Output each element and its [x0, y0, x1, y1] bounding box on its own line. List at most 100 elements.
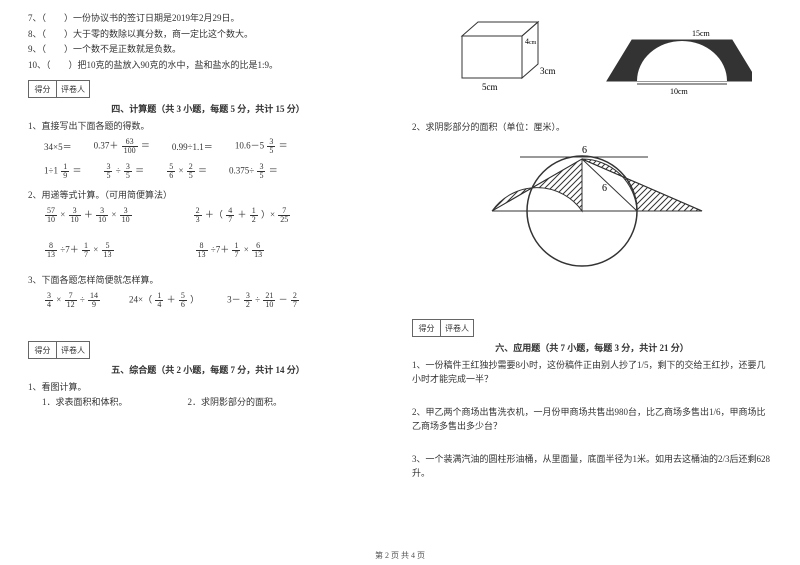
section6-title: 六、应用题（共 7 小题，每题 3 分，共计 21 分）: [412, 341, 772, 354]
cuboid-w: 5cm: [482, 82, 498, 92]
d: 5: [104, 172, 112, 180]
exam-page: 7、（ ）一份协议书的签订日期是2019年2月29日。 8、（ ）大于零的数除以…: [0, 0, 800, 487]
expr-1d: 10.6－5 35 ＝: [235, 138, 288, 155]
d: 13: [252, 251, 264, 259]
d: 4: [45, 301, 53, 309]
s5-q1a: 1．求表面积和体积。: [42, 395, 128, 408]
s5-q1: 1、看图计算。: [28, 380, 388, 393]
eq: ＝: [198, 166, 207, 176]
expr-1c: 0.99÷1.1＝: [172, 140, 213, 153]
s4-q2: 2、用递等式计算。（可用简便算法）: [28, 188, 388, 201]
t: 1÷1: [44, 166, 58, 176]
circle-top-label: 6: [582, 145, 587, 156]
op: ÷: [116, 166, 121, 176]
d: 2: [250, 216, 258, 224]
d: 5: [124, 172, 132, 180]
op: ×: [93, 245, 98, 255]
d: 7: [82, 251, 90, 259]
op: ＋: [237, 210, 246, 220]
tf-q10: 10、（ ）把10克的盐放入90克的水中，盐和盐水的比是1:9。: [28, 59, 388, 72]
d: 13: [196, 251, 208, 259]
expr-1a: 34×5＝: [44, 140, 72, 153]
score-label: 得分: [29, 81, 57, 97]
d: 13: [102, 251, 114, 259]
trapezoid-figure: 15cm 10cm: [602, 26, 752, 96]
circle-radius-label: 6: [602, 183, 607, 194]
tf-q9: 9、（ ）一个数不是正数就是负数。: [28, 43, 388, 56]
expr-5c: 3－ 32 ÷ 2110 － 27: [227, 292, 300, 309]
t: 3－: [227, 295, 241, 305]
expr-5a: 34 × 712 ÷ 149: [44, 292, 101, 309]
grader-label: 评卷人: [57, 81, 89, 97]
eq: ＝: [72, 166, 81, 176]
calc-row-5: 34 × 712 ÷ 149 24×（ 14 ＋ 56 ） 3－ 32 ÷ 21…: [44, 292, 388, 309]
s4-q1: 1、直接写出下面各题的得数。: [28, 119, 388, 132]
calc-row-2: 1÷1 19 ＝ 35 ÷ 35 ＝ 56 × 25 ＝ 0.375÷ 35 ＝: [44, 163, 388, 180]
score-box-4: 得分 评卷人: [28, 80, 90, 98]
expr-3a: 5710 × 310 ＋ 310 × 310: [44, 207, 133, 224]
cuboid-h: 4cm: [525, 37, 537, 46]
score-label: 得分: [413, 320, 441, 336]
d: 5: [267, 147, 275, 155]
op: ×: [60, 210, 65, 220]
d: 7: [232, 251, 240, 259]
score-box-6: 得分 评卷人: [412, 319, 474, 337]
s6-q2: 2、甲乙两个商场出售洗衣机，一月份甲商场共售出980台，比乙商场多售出1/6，甲…: [412, 405, 772, 434]
op: ×: [244, 245, 249, 255]
trap-top: 15cm: [692, 29, 711, 38]
op: ×: [178, 166, 183, 176]
d: 13: [45, 251, 57, 259]
d: 5: [187, 172, 195, 180]
expr-4a: 813 ÷7＋ 17 × 513: [44, 242, 115, 259]
left-column: 7、（ ）一份协议书的签订日期是2019年2月29日。 8、（ ）大于零的数除以…: [28, 12, 388, 483]
d: 10: [45, 216, 57, 224]
d: 10: [263, 301, 275, 309]
d: 100: [122, 147, 138, 155]
score-label: 得分: [29, 342, 57, 358]
s4-q3: 3、下面各题怎样简便就怎样算。: [28, 273, 388, 286]
expr-1b: 0.37＋ 63100 ＝: [94, 138, 150, 155]
d: 4: [155, 301, 163, 309]
s6-q1: 1、一份稿件王红独抄需要8小时，这份稿件正由别人抄了1/5，剩下的交给王红抄，还…: [412, 358, 772, 387]
d: 6: [167, 172, 175, 180]
s5-q2: 2、求阴影部分的面积（单位：厘米）。: [412, 120, 772, 133]
op: ×: [111, 210, 116, 220]
d: 10: [120, 216, 132, 224]
t: ）: [190, 295, 199, 305]
expr-2c: 56 × 25 ＝: [166, 163, 207, 180]
right-column: 5cm 3cm 4cm 15cm 10cm 2、求阴影部分的面积（单位：厘米）。: [412, 12, 772, 483]
figure-row: 5cm 3cm 4cm 15cm 10cm: [412, 12, 772, 98]
expr-5b: 24×（ 14 ＋ 56 ）: [129, 292, 199, 309]
op: ＋: [84, 210, 93, 220]
t: 24×（: [129, 295, 152, 305]
op: －: [279, 295, 288, 305]
op: ÷7＋: [211, 245, 229, 255]
d: 10: [69, 216, 81, 224]
s6-q3: 3、一个装满汽油的圆柱形油桶，从里面量，底面半径为1米。如用去这桶油的2/3后还…: [412, 452, 772, 481]
op: ÷: [80, 295, 85, 305]
op: ）×: [261, 210, 275, 220]
t: 0.37＋: [94, 141, 119, 151]
tf-q7: 7、（ ）一份协议书的签订日期是2019年2月29日。: [28, 12, 388, 25]
trap-bottom: 10cm: [670, 87, 689, 96]
d: 25: [278, 216, 290, 224]
calc-row-1: 34×5＝ 0.37＋ 63100 ＝ 0.99÷1.1＝ 10.6－5 35 …: [44, 138, 388, 155]
op: ＋: [167, 295, 176, 305]
eq: ＝: [141, 141, 150, 151]
s5-subparts: 1．求表面积和体积。 2．求阴影部分的面积。: [28, 395, 388, 408]
score-box-5: 得分 评卷人: [28, 341, 90, 359]
tf-q8: 8、（ ）大于零的数除以真分数，商一定比这个数大。: [28, 28, 388, 41]
section4-title: 四、计算题（共 3 小题，每题 5 分，共计 15 分）: [28, 102, 388, 115]
grader-label: 评卷人: [441, 320, 473, 336]
d: 9: [88, 301, 100, 309]
eq: ＝: [279, 141, 288, 151]
s5-q1b: 2．求阴影部分的面积。: [188, 395, 283, 408]
grader-label: 评卷人: [57, 342, 89, 358]
d: 5: [257, 172, 265, 180]
expr-2d: 0.375÷ 35 ＝: [229, 163, 278, 180]
op: ×: [56, 295, 61, 305]
op: ÷: [255, 295, 260, 305]
eq: ＝: [135, 166, 144, 176]
calc-row-4: 813 ÷7＋ 17 × 513 813 ÷7＋ 17 × 613: [44, 242, 388, 259]
d: 7: [226, 216, 234, 224]
